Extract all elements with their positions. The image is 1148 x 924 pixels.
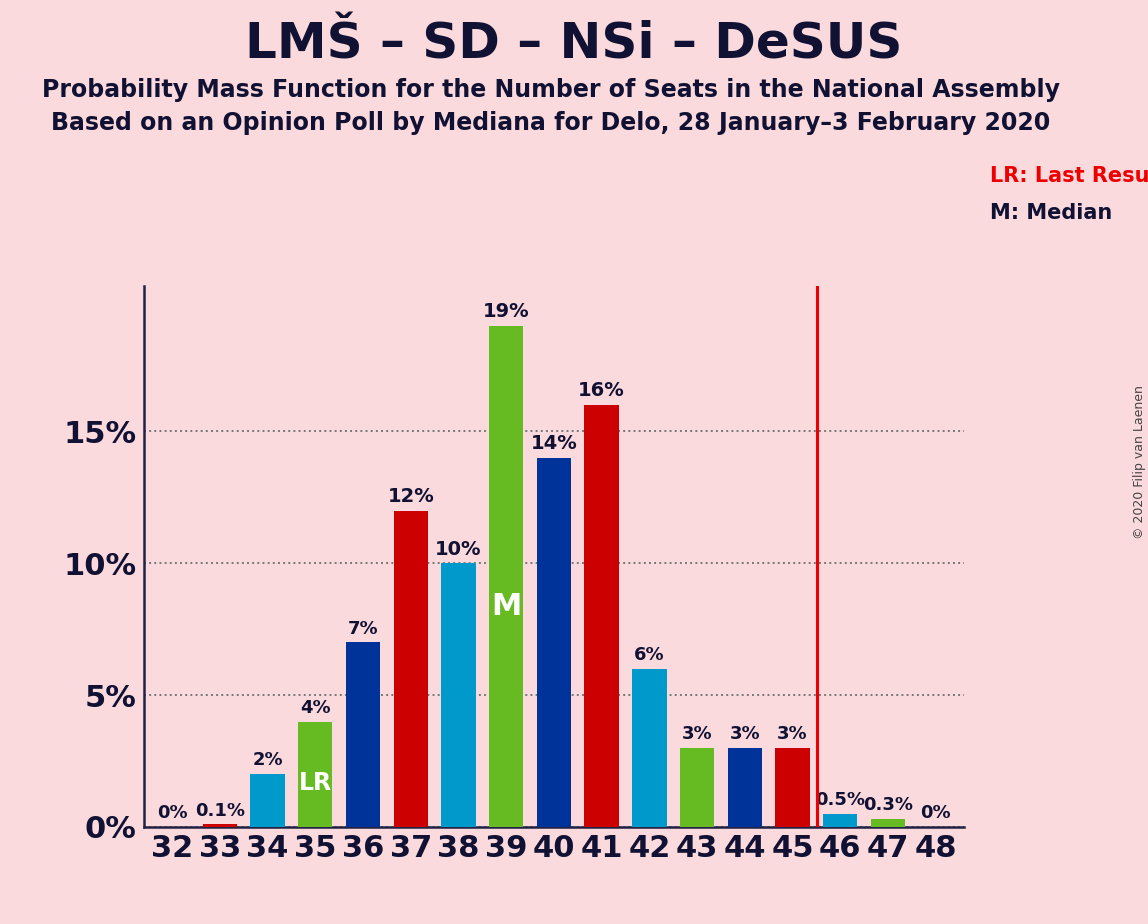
Text: M: Median: M: Median — [990, 203, 1111, 224]
Text: M: M — [491, 592, 521, 621]
Text: LR: Last Result: LR: Last Result — [990, 166, 1148, 187]
Text: 0%: 0% — [157, 804, 187, 822]
Text: LR: LR — [298, 771, 332, 795]
Bar — [537, 457, 571, 827]
Bar — [871, 819, 905, 827]
Text: 3%: 3% — [729, 725, 760, 743]
Bar — [633, 669, 667, 827]
Text: 19%: 19% — [483, 302, 529, 322]
Text: © 2020 Filip van Laenen: © 2020 Filip van Laenen — [1133, 385, 1147, 539]
Text: 3%: 3% — [682, 725, 713, 743]
Text: 12%: 12% — [387, 487, 434, 505]
Bar — [298, 722, 333, 827]
Bar — [728, 748, 762, 827]
Text: 10%: 10% — [435, 540, 482, 558]
Text: 7%: 7% — [348, 620, 379, 638]
Bar — [346, 642, 380, 827]
Text: 0.3%: 0.3% — [863, 796, 913, 814]
Bar — [775, 748, 809, 827]
Bar — [489, 326, 523, 827]
Text: 0%: 0% — [921, 804, 951, 822]
Text: 16%: 16% — [579, 382, 625, 400]
Bar — [250, 774, 285, 827]
Text: 6%: 6% — [634, 646, 665, 664]
Bar — [203, 824, 236, 827]
Text: 0.1%: 0.1% — [195, 802, 245, 820]
Text: 0.5%: 0.5% — [815, 791, 866, 809]
Text: 14%: 14% — [530, 434, 577, 453]
Text: Probability Mass Function for the Number of Seats in the National Assembly: Probability Mass Function for the Number… — [42, 78, 1060, 102]
Bar — [441, 564, 475, 827]
Bar — [394, 511, 428, 827]
Text: 3%: 3% — [777, 725, 808, 743]
Text: 2%: 2% — [253, 751, 282, 770]
Bar — [584, 405, 619, 827]
Bar — [823, 814, 858, 827]
Text: Based on an Opinion Poll by Mediana for Delo, 28 January–3 February 2020: Based on an Opinion Poll by Mediana for … — [52, 111, 1050, 135]
Text: 4%: 4% — [300, 699, 331, 717]
Bar — [680, 748, 714, 827]
Text: LMŠ – SD – NSi – DeSUS: LMŠ – SD – NSi – DeSUS — [246, 20, 902, 68]
